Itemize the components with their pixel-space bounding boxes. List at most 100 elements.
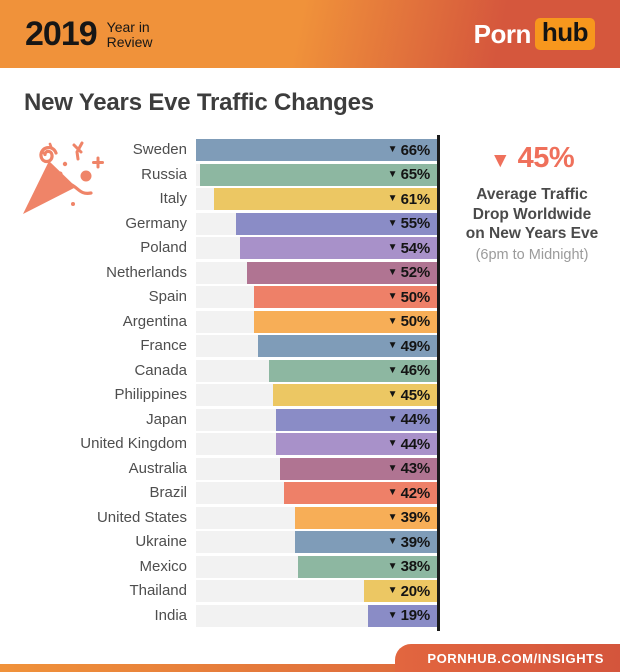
country-label: India [154, 606, 187, 624]
drop-triangle-icon: ▼ [387, 560, 398, 572]
country-label: Russia [141, 165, 187, 183]
bar-track: ▼ 55% [196, 212, 437, 235]
bar-value: 19% [400, 607, 431, 624]
bar: ▼ 50% [254, 286, 437, 308]
year-block: 2019 Year in Review [25, 15, 153, 54]
bar: ▼ 43% [280, 457, 437, 480]
bar: ▼ 44% [276, 433, 437, 455]
bar-track: ▼ 19% [196, 604, 437, 627]
bar-value: 39% [400, 509, 431, 526]
bar: ▼ 42% [283, 482, 437, 504]
country-label: Netherlands [106, 263, 187, 281]
bar: ▼ 39% [294, 506, 437, 529]
bar: ▼ 55% [236, 212, 437, 235]
chart-row: Australia ▼ 43% [0, 457, 440, 480]
country-label: United Kingdom [80, 435, 187, 452]
country-label: Japan [146, 410, 187, 428]
country-label: United States [96, 508, 187, 526]
bar-value: 38% [400, 558, 431, 575]
drop-triangle-icon: ▼ [387, 144, 398, 155]
bar-value: 42% [400, 484, 431, 502]
bar: ▼ 65% [199, 163, 437, 186]
drop-triangle-icon: ▼ [387, 242, 398, 253]
bar: ▼ 20% [363, 580, 437, 602]
page-title: New Years Eve Traffic Changes [24, 89, 374, 116]
average-drop-percent: 45% [517, 142, 575, 174]
drop-triangle-icon: ▼ [387, 217, 398, 229]
pornhub-logo: Porn hub [474, 18, 595, 50]
bar-track: ▼ 44% [196, 433, 437, 455]
bar-track: ▼ 65% [196, 163, 437, 186]
drop-triangle-icon: ▼ [387, 536, 398, 547]
header-band: 2019 Year in Review Porn hub [0, 0, 620, 68]
bar-value: 45% [400, 386, 431, 404]
annotation-line-1: Average Traffic [476, 186, 588, 203]
bar-value: 65% [400, 166, 431, 183]
bar-track: ▼ 42% [196, 482, 437, 504]
chart-row: Japan ▼ 44% [0, 408, 440, 431]
bar-value: 61% [400, 190, 431, 208]
bar-value: 50% [400, 288, 431, 306]
annotation-line-3: on New Years Eve [465, 225, 599, 242]
bar-value: 50% [400, 313, 431, 330]
chart-row: Spain ▼ 50% [0, 286, 440, 308]
bar: ▼ 54% [239, 237, 437, 259]
country-label: Ukraine [135, 533, 187, 550]
chart-row: Poland ▼ 54% [0, 237, 440, 259]
year-tagline: Year in Review [107, 18, 153, 51]
chart-row: Brazil ▼ 42% [0, 482, 440, 504]
drop-triangle-icon: ▼ [387, 340, 398, 351]
tagline-line-2: Review [106, 34, 153, 50]
country-label: Thailand [129, 582, 187, 599]
drop-triangle-icon: ▼ [387, 291, 398, 302]
country-label: Spain [148, 288, 187, 305]
insights-url: PORNHUB.COM/INSIGHTS [427, 650, 604, 666]
country-label: Poland [140, 239, 187, 256]
bar: ▼ 66% [196, 139, 437, 161]
bar-value: 66% [400, 141, 431, 159]
country-label: France [140, 337, 187, 354]
bar-track: ▼ 49% [196, 335, 437, 357]
drop-triangle-icon: ▼ [387, 609, 398, 621]
annotation-text: Average Traffic Drop Worldwide on New Ye… [444, 185, 620, 244]
bar-track: ▼ 44% [196, 408, 437, 431]
country-label: Australia [128, 459, 187, 477]
bar-track: ▼ 50% [196, 286, 437, 308]
chart-row: Germany ▼ 55% [0, 212, 440, 235]
bar: ▼ 49% [258, 335, 437, 357]
drop-triangle-icon: ▼ [387, 193, 398, 204]
country-label: Germany [125, 214, 187, 232]
bar-value: 55% [400, 215, 431, 232]
drop-triangle-icon: ▼ [387, 389, 398, 400]
drop-triangle-icon: ▼ [387, 511, 398, 523]
chart-row: Russia ▼ 65% [0, 163, 440, 186]
bar-value: 20% [400, 582, 431, 600]
country-label: Mexico [139, 557, 187, 575]
footer-accent-strip [0, 664, 620, 672]
bar-track: ▼ 39% [196, 506, 437, 529]
drop-triangle-icon: ▼ [387, 266, 398, 278]
country-label: Italy [159, 190, 187, 207]
tagline-line-1: Year in [106, 18, 150, 35]
bar-value: 44% [400, 435, 431, 453]
bar-value: 43% [400, 460, 431, 477]
chart-row: Ukraine ▼ 39% [0, 531, 440, 553]
bar-value: 49% [400, 337, 431, 355]
bar-track: ▼ 66% [196, 139, 437, 161]
average-drop-value: ▼ 45% [444, 142, 620, 175]
annotation-line-2: Drop Worldwide [472, 205, 592, 223]
drop-triangle-icon: ▼ [387, 438, 398, 449]
bar-track: ▼ 54% [196, 237, 437, 259]
drop-triangle-icon: ▼ [387, 364, 398, 376]
bar-track: ▼ 38% [196, 555, 437, 578]
chart-row: Italy ▼ 61% [0, 188, 440, 210]
chart-row: France ▼ 49% [0, 335, 440, 357]
country-label: Philippines [114, 386, 187, 403]
bar-value: 54% [400, 239, 431, 257]
traffic-change-chart: Sweden ▼ 66% Russia ▼ 65% Italy ▼ 61% Germany ▼ 55%… [0, 135, 440, 631]
chart-row: Sweden ▼ 66% [0, 139, 440, 161]
bar-track: ▼ 50% [196, 310, 437, 333]
bar-value: 52% [400, 264, 431, 281]
annotation-timeframe: (6pm to Midnight) [475, 246, 589, 263]
